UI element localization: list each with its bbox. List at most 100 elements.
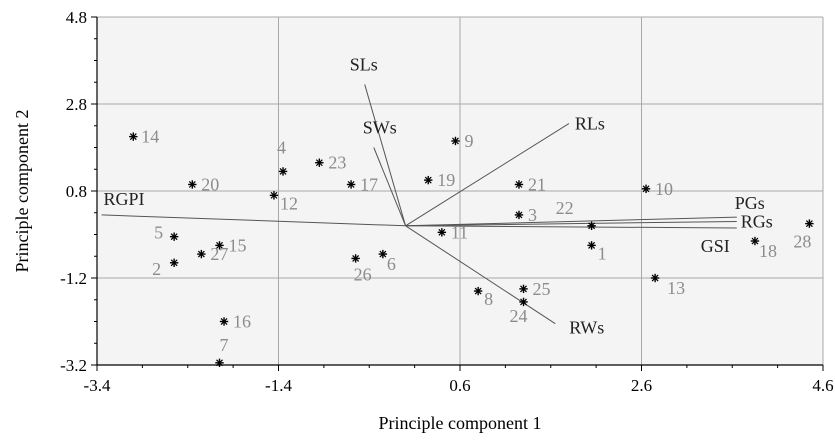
y-axis-label: Principle component 2 — [12, 110, 32, 273]
marker-stroke — [188, 181, 196, 188]
marker-stroke — [170, 259, 178, 267]
x-tick-label: -3.4 — [84, 376, 111, 395]
x-tick-label: 2.6 — [631, 376, 652, 395]
y-tick-label: 4.8 — [66, 8, 87, 27]
point-label-4: 4 — [277, 137, 286, 157]
point-4 — [278, 167, 288, 176]
point-label-11: 11 — [451, 222, 468, 242]
marker-stroke — [197, 250, 205, 258]
point-2 — [169, 258, 179, 267]
marker-stroke — [520, 285, 527, 293]
point-5 — [169, 232, 179, 241]
y-tick-label: -1.2 — [60, 269, 87, 288]
marker-stroke — [270, 191, 278, 199]
point-24 — [519, 297, 528, 307]
vector-rgpi — [101, 214, 406, 227]
marker-stroke — [751, 237, 759, 245]
y-tick-label: 0.8 — [66, 182, 87, 201]
vector-label-gsi: GSI — [701, 236, 730, 256]
point-17 — [346, 180, 356, 189]
point-13 — [650, 273, 660, 283]
point-label-8: 8 — [484, 289, 493, 309]
marker-stroke — [352, 254, 360, 262]
point-23 — [315, 158, 324, 167]
marker-stroke — [279, 167, 287, 175]
marker-stroke — [474, 287, 482, 295]
vector-label-pgs: PGs — [735, 193, 765, 213]
marker-stroke — [651, 274, 659, 282]
vector-label-sws: SWs — [363, 118, 397, 138]
point-12 — [269, 191, 279, 200]
marker-stroke — [315, 159, 323, 167]
marker-stroke — [379, 250, 387, 258]
marker-stroke — [642, 185, 650, 193]
point-label-17: 17 — [360, 174, 378, 194]
point-9 — [451, 136, 460, 146]
point-19 — [424, 175, 433, 185]
point-label-10: 10 — [655, 179, 673, 199]
point-label-26: 26 — [354, 264, 372, 284]
point-16 — [219, 317, 229, 326]
vector-label-rgs: RGs — [741, 211, 773, 231]
point-label-5: 5 — [154, 223, 163, 243]
marker-stroke — [129, 133, 137, 141]
point-label-23: 23 — [328, 153, 346, 173]
point-label-19: 19 — [437, 170, 455, 190]
point-label-20: 20 — [201, 174, 219, 194]
point-label-16: 16 — [233, 312, 251, 332]
point-label-12: 12 — [280, 193, 298, 213]
y-tick-label: 2.8 — [66, 95, 87, 114]
point-28 — [805, 219, 814, 228]
vector-label-rws: RWs — [569, 318, 604, 338]
marker-stroke — [588, 241, 596, 249]
x-tick-label: 0.6 — [449, 376, 470, 395]
marker-stroke — [520, 298, 527, 306]
vector-label-rgpi: RGPI — [104, 189, 145, 209]
point-21 — [514, 180, 524, 189]
point-label-14: 14 — [141, 127, 159, 147]
vector-sls — [364, 84, 407, 226]
point-label-18: 18 — [759, 241, 777, 261]
point-6 — [378, 249, 388, 259]
vector-rls — [405, 123, 570, 227]
vector-gsi — [405, 225, 737, 229]
point-label-9: 9 — [464, 131, 473, 151]
point-1 — [587, 241, 596, 250]
point-26 — [351, 254, 360, 263]
marker-stroke — [347, 181, 355, 188]
point-label-28: 28 — [793, 232, 811, 252]
point-18 — [750, 236, 760, 246]
point-label-2: 2 — [152, 259, 161, 279]
marker-stroke — [452, 137, 459, 145]
point-label-27: 27 — [210, 244, 228, 264]
marker-stroke — [588, 222, 596, 230]
point-label-21: 21 — [528, 174, 546, 194]
y-tick-label: -3.2 — [60, 356, 87, 375]
point-11 — [437, 228, 447, 237]
marker-stroke — [170, 233, 178, 241]
vector-label-rls: RLs — [575, 114, 605, 134]
x-tick-label: -1.4 — [265, 376, 292, 395]
vector-pgs — [405, 216, 737, 227]
point-10 — [641, 184, 651, 194]
point-label-1: 1 — [598, 243, 607, 263]
marker-stroke — [805, 220, 813, 228]
point-15 — [215, 241, 224, 250]
axes: -3.4 -1.4 0.6 2.6 4.6 4.8 2.8 0.8 -1.2 -3.2 — [60, 8, 834, 395]
point-label-6: 6 — [387, 254, 396, 274]
point-label-25: 25 — [533, 279, 551, 299]
marker-stroke — [515, 211, 523, 219]
point-25 — [519, 284, 528, 294]
point-label-15: 15 — [229, 235, 247, 255]
point-label-13: 13 — [667, 278, 685, 298]
point-label-3: 3 — [528, 205, 537, 225]
vector-rws — [405, 225, 556, 325]
vector-sws — [373, 147, 407, 226]
vector-rgs — [405, 220, 737, 227]
marker-stroke — [424, 176, 432, 184]
point-label-22: 22 — [556, 198, 574, 218]
